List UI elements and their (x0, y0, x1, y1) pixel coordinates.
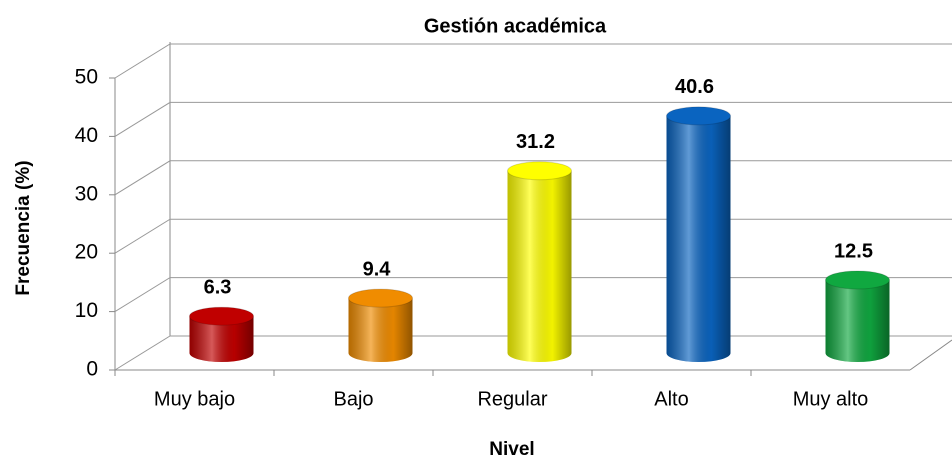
x-tick-label: Alto (654, 388, 688, 410)
bar-top (189, 306, 254, 326)
data-label: 40.6 (675, 76, 714, 98)
bar-top (507, 161, 572, 181)
bar (189, 306, 254, 362)
grid-line (114, 43, 952, 79)
data-label: 6.3 (204, 276, 232, 298)
bar (825, 270, 890, 362)
chart-title: Gestión académica (424, 15, 607, 37)
y-tick-label: 20 (75, 241, 98, 264)
y-tick-label: 30 (75, 182, 98, 205)
y-tick-label: 50 (75, 66, 98, 89)
bar-top (666, 106, 731, 126)
bar-body-shade (666, 115, 731, 353)
bar-body-shade (348, 298, 413, 353)
y-tick-label: 0 (86, 358, 98, 381)
bar (507, 161, 572, 362)
x-tick-label: Bajo (333, 388, 373, 410)
x-tick-label: Muy alto (793, 388, 869, 410)
y-tick-label: 10 (75, 299, 98, 322)
x-tick-label: Regular (477, 388, 547, 410)
bar-body-shade (825, 280, 890, 353)
data-label: 9.4 (363, 258, 392, 280)
y-tick-label: 40 (75, 124, 98, 147)
data-label: 12.5 (834, 240, 873, 262)
y-axis-title: Frecuencia (%) (13, 160, 34, 295)
bar-top (825, 270, 890, 290)
x-tick-label: Muy bajo (154, 388, 235, 410)
bar (348, 288, 413, 362)
floor-edge (909, 339, 952, 371)
data-label: 31.2 (516, 131, 555, 153)
bar (666, 106, 731, 362)
bar-body-shade (507, 170, 572, 353)
x-axis-title: Nivel (489, 439, 534, 460)
bar-top (348, 288, 413, 308)
grid-line (114, 101, 952, 137)
